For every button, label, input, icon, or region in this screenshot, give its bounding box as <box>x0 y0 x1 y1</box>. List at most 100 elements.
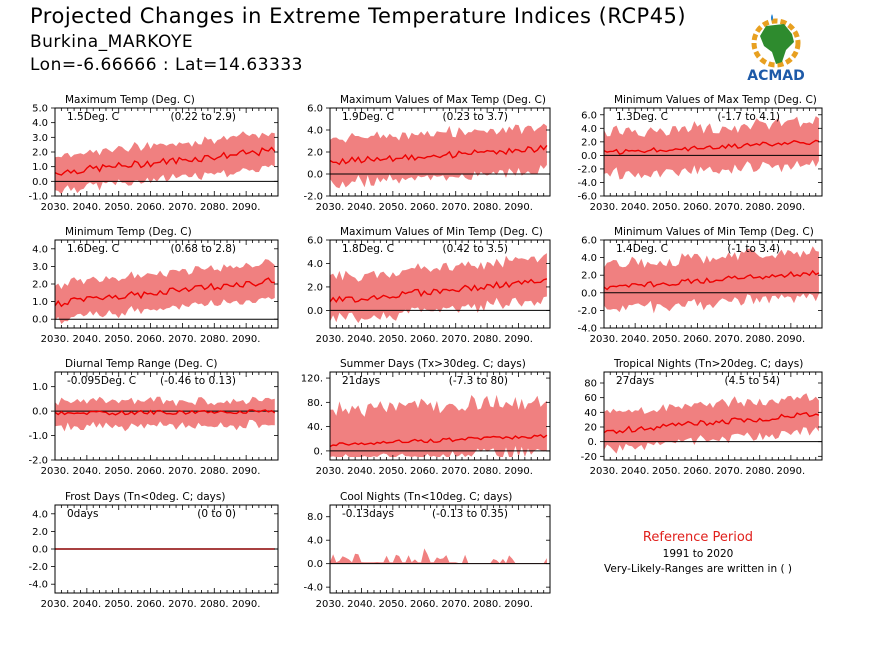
chart-title: Minimum Temp (Deg. C) <box>65 226 192 238</box>
x-tick-label: 2050. <box>104 599 133 610</box>
chart-title: Maximum Values of Max Temp (Deg. C) <box>340 94 546 106</box>
median-series-line <box>54 146 276 176</box>
y-tick-label: 80. <box>307 398 323 409</box>
x-tick-label: 2080. <box>473 599 502 610</box>
x-tick-label: 2070. <box>441 202 470 213</box>
x-tick-label: 2030. <box>41 466 70 477</box>
x-tick-label: 2040. <box>347 202 376 213</box>
x-tick-label: 2030. <box>590 202 619 213</box>
likely-range-band <box>330 548 547 564</box>
x-tick-label: 2030. <box>590 466 619 477</box>
x-tick-label: 2060. <box>683 202 712 213</box>
x-tick-label: 2080. <box>200 334 229 345</box>
likely-range-label: (0.42 to 3.5) <box>443 243 509 255</box>
x-tick-label: 2040. <box>621 334 650 345</box>
y-tick-label: 3.0 <box>32 133 48 144</box>
x-tick-label: 2030. <box>316 334 345 345</box>
x-tick-label: 2080. <box>200 202 229 213</box>
x-tick-label: 2040. <box>73 334 102 345</box>
y-tick-label: 5.0 <box>32 104 48 115</box>
x-tick-label: 2040. <box>347 599 376 610</box>
likely-range-label: (4.5 to 54) <box>725 375 780 387</box>
x-tick-label: 2080. <box>745 202 774 213</box>
y-tick-label: -2.0 <box>28 562 48 573</box>
likely-range-label: (0.22 to 2.9) <box>171 111 237 123</box>
projected-change-label: 1.8Deg. C <box>342 243 394 255</box>
x-tick-label: 2070. <box>441 599 470 610</box>
y-tick-label: 8.0 <box>307 512 323 523</box>
x-tick-label: 2090. <box>232 334 261 345</box>
station-coordinates: Lon=-6.66666 : Lat=14.63333 <box>30 55 303 75</box>
chart-panel-8: 2030. 2040. 2050. 2060. 2070. 2080. 2090. 0. 40.… <box>301 358 551 477</box>
chart-title: Cool Nights (Tn<10deg. C; days) <box>340 491 512 503</box>
x-tick-label: 2080. <box>745 334 774 345</box>
y-tick-label: 0.0 <box>307 306 323 317</box>
likely-range-band <box>55 131 275 195</box>
y-tick-label: 2.0 <box>307 282 323 293</box>
x-tick-label: 2040. <box>347 466 376 477</box>
x-tick-label: 2050. <box>652 466 681 477</box>
x-tick-label: 2070. <box>168 202 197 213</box>
y-tick-label: -1.0 <box>28 431 48 442</box>
acmad-logo: ACMAD <box>747 14 805 84</box>
plot-frame <box>329 371 551 461</box>
y-tick-label: 4.0 <box>307 536 323 547</box>
median-series-line <box>603 412 820 435</box>
median-series-line <box>603 139 820 156</box>
range-note: Very-Likely-Ranges are written in ( ) <box>604 563 792 575</box>
y-tick-label: -4.0 <box>303 583 323 594</box>
y-tick-label: 4.0 <box>32 244 48 255</box>
x-tick-label: 2050. <box>652 334 681 345</box>
plot-frame <box>329 239 551 329</box>
x-tick-label: 2080. <box>473 466 502 477</box>
chart-panel-9: 2030. 2040. 2050. 2060. 2070. 2080. 2090. -20 0.… <box>581 358 823 477</box>
y-tick-label: 6.0 <box>307 236 323 247</box>
reference-period-years: 1991 to 2020 <box>662 548 734 560</box>
x-tick-label: 2030. <box>41 599 70 610</box>
page-title: Projected Changes in Extreme Temperature… <box>30 4 687 28</box>
y-tick-label: -2.0 <box>577 164 597 175</box>
projected-change-label: 27days <box>616 375 654 387</box>
x-tick-label: 2050. <box>104 466 133 477</box>
chart-panel-4: 2030. 2040. 2050. 2060. 2070. 2080. 2090. 0.0 1.… <box>32 226 279 345</box>
chart-title: Tropical Nights (Tn>20deg. C; days) <box>613 358 803 370</box>
x-tick-label: 2060. <box>136 599 165 610</box>
x-tick-label: 2030. <box>316 202 345 213</box>
y-tick-label: -2.0 <box>28 456 48 467</box>
x-tick-label: 2090. <box>504 466 533 477</box>
likely-range-band <box>55 259 275 324</box>
y-tick-label: -2.0 <box>303 192 323 203</box>
y-tick-label: 0.0 <box>32 315 48 326</box>
chart-panel-10: 2030. 2040. 2050. 2060. 2070. 2080. 2090. -4.0 -… <box>28 491 279 610</box>
x-tick-label: 2090. <box>504 202 533 213</box>
x-tick-label: 2080. <box>745 466 774 477</box>
y-tick-label: 80 <box>584 379 597 390</box>
plot-frame <box>54 371 279 461</box>
median-series-line <box>603 269 820 291</box>
y-tick-label: 0. <box>587 437 597 448</box>
x-tick-label: 2040. <box>621 466 650 477</box>
x-tick-label: 2080. <box>473 334 502 345</box>
x-tick-label: 2050. <box>379 599 408 610</box>
likely-range-label: (0 to 0) <box>197 508 236 520</box>
station-name: Burkina_MARKOYE <box>30 32 194 52</box>
y-tick-label: -1.0 <box>28 192 48 203</box>
y-tick-label: 0.0 <box>32 407 48 418</box>
x-tick-label: 2040. <box>621 202 650 213</box>
likely-range-label: (-0.13 to 0.35) <box>432 508 508 520</box>
plot-frame <box>603 239 823 329</box>
chart-title: Diurnal Temp Range (Deg. C) <box>65 358 217 370</box>
plot-frame <box>329 504 551 594</box>
y-tick-label: 2.0 <box>307 148 323 159</box>
x-tick-label: 2070. <box>714 334 743 345</box>
x-tick-label: 2090. <box>504 334 533 345</box>
chart-panel-11: 2030. 2040. 2050. 2060. 2070. 2080. 2090. -4.0 0… <box>303 491 551 610</box>
x-tick-label: 2060. <box>410 599 439 610</box>
y-tick-label: 0.0 <box>307 559 323 570</box>
y-tick-label: -4.0 <box>577 178 597 189</box>
x-tick-label: 2070. <box>168 334 197 345</box>
likely-range-label: (0.68 to 2.8) <box>171 243 237 255</box>
likely-range-label: (0.23 to 3.7) <box>443 111 509 123</box>
likely-range-band <box>55 396 275 432</box>
x-tick-label: 2050. <box>379 334 408 345</box>
